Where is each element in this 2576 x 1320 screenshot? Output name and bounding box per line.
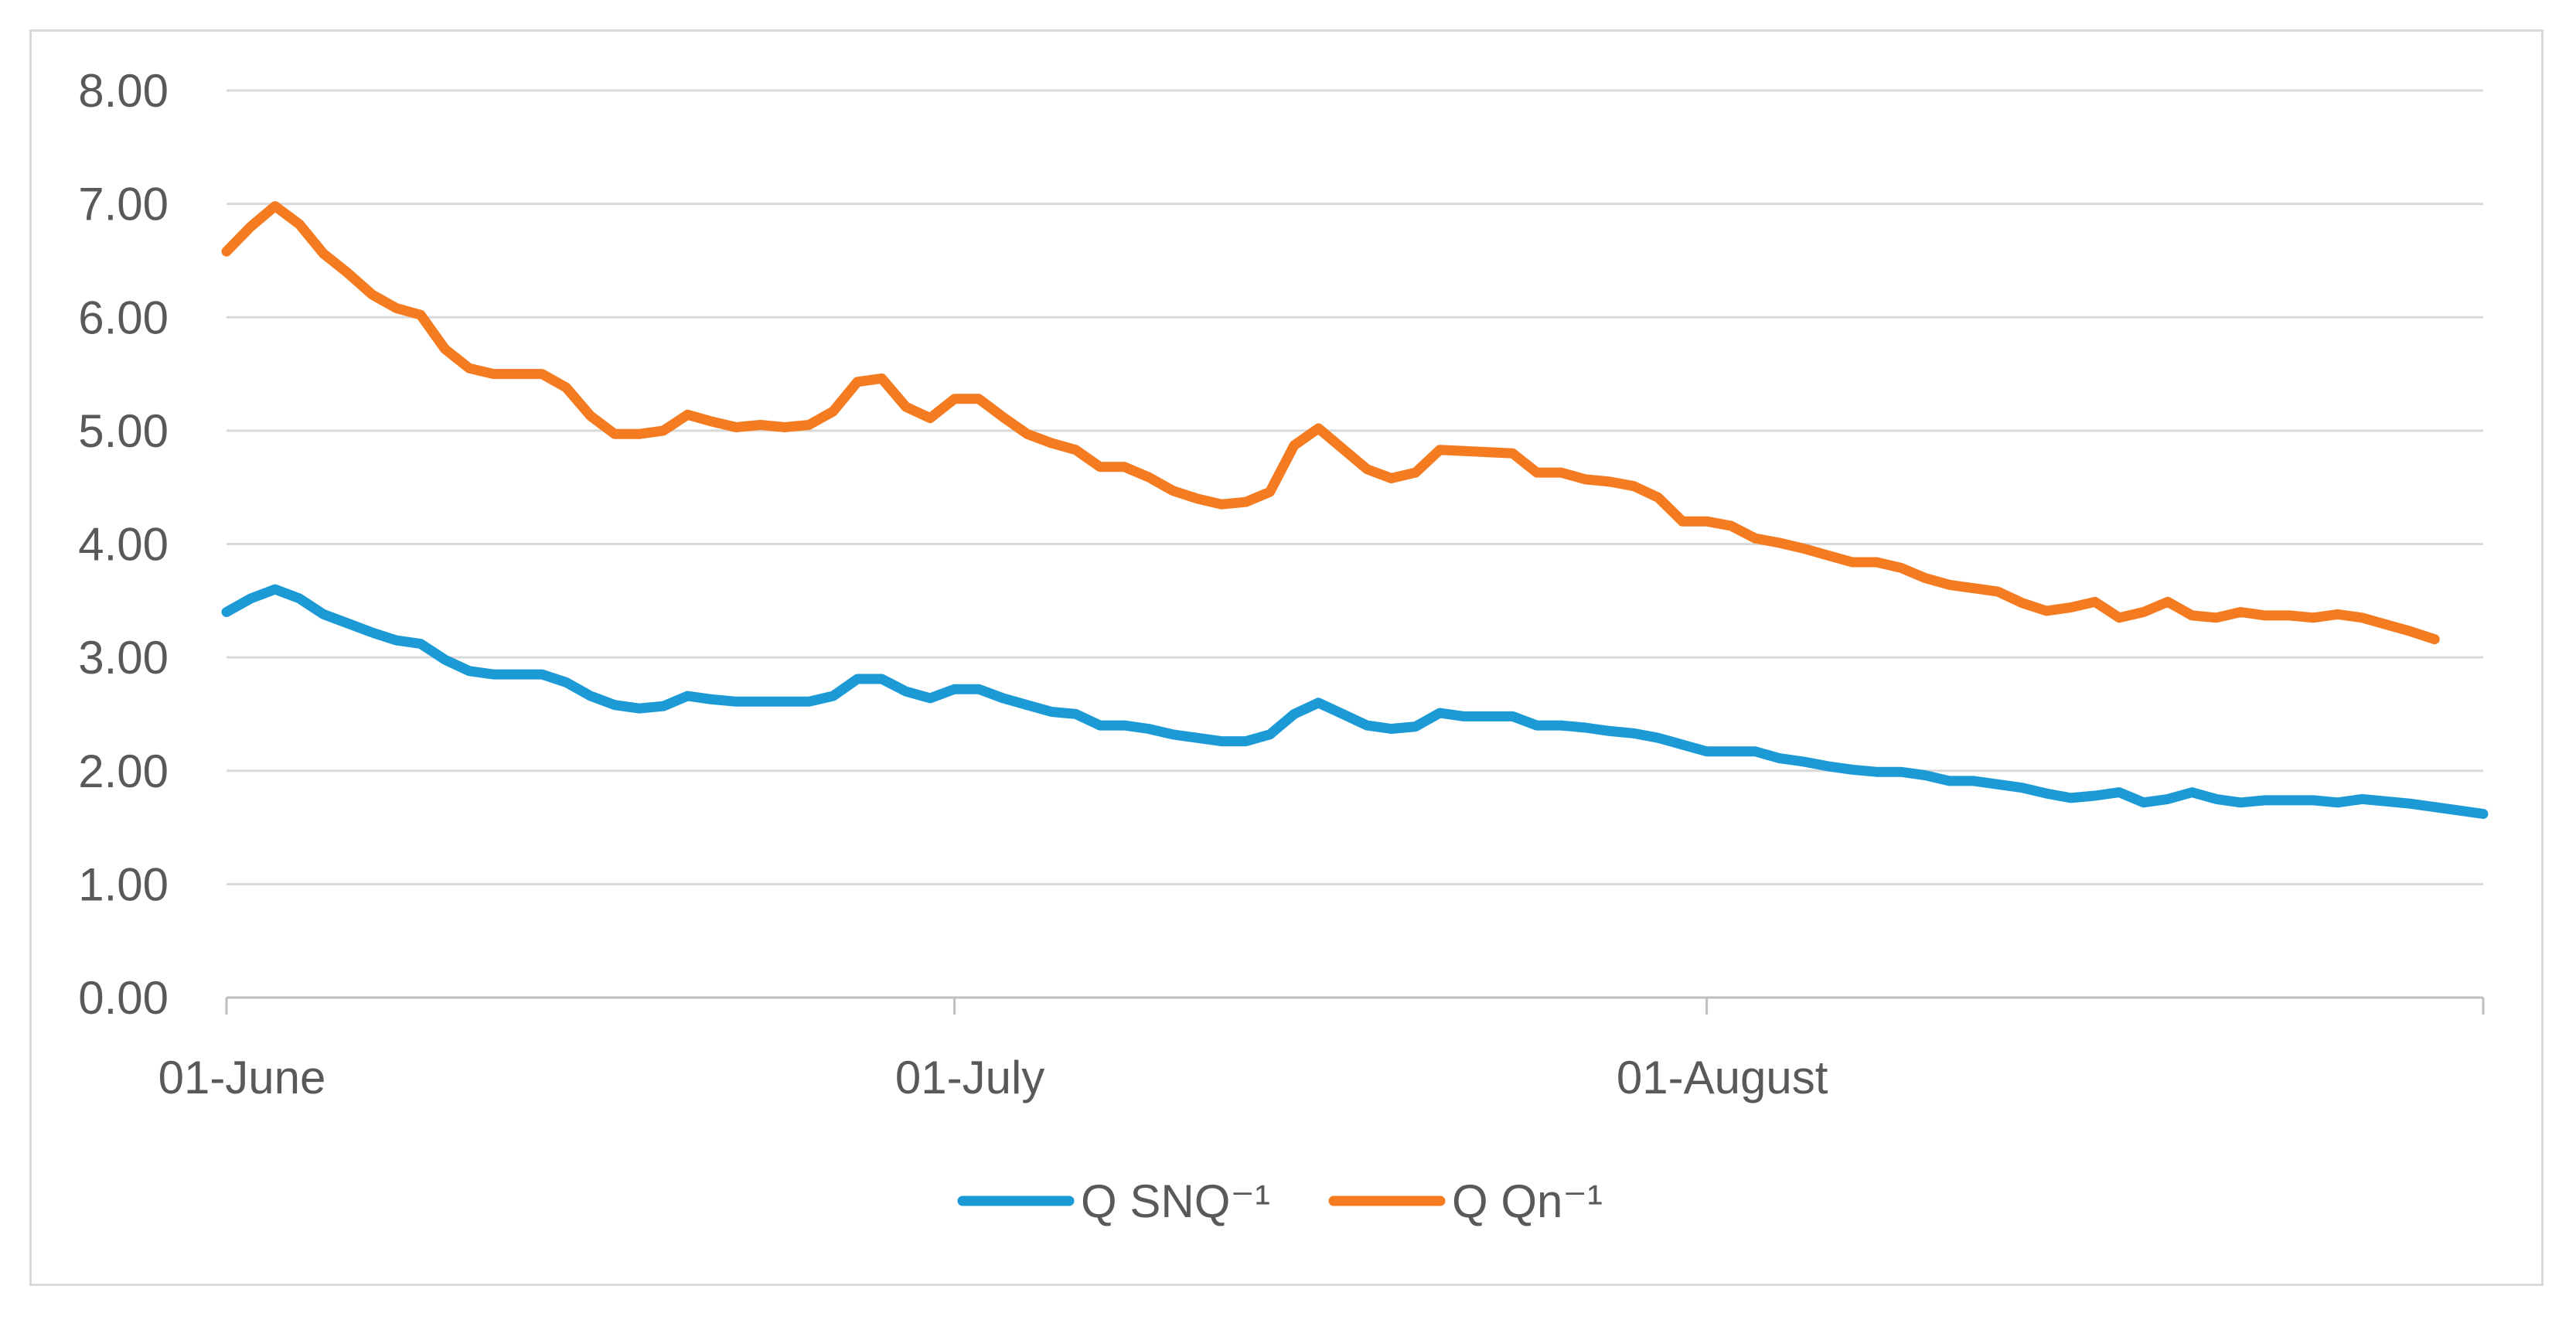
x-tick-label: 01-June — [158, 1052, 326, 1103]
x-tick-label: 01-August — [1617, 1052, 1828, 1103]
y-tick-label: 7.00 — [78, 179, 169, 230]
series-lines — [221, 201, 2489, 819]
series-line-0 — [221, 584, 2489, 819]
legend: Q SNQ⁻¹ Q Qn⁻¹ — [957, 1175, 1603, 1227]
y-tick-label: 2.00 — [78, 745, 169, 797]
y-tick-label: 5.00 — [78, 405, 169, 457]
y-tick-label: 3.00 — [78, 632, 169, 684]
legend-label: Q Qn⁻¹ — [1452, 1175, 1603, 1227]
series-line-1 — [221, 201, 2440, 645]
y-tick-label: 0.00 — [78, 972, 169, 1024]
gridlines — [227, 89, 2483, 885]
axes: 0.00 1.00 2.00 3.00 4.00 5.00 6.00 7.00 8.00 01-J… — [78, 65, 2485, 1103]
y-tick-label: 6.00 — [78, 292, 169, 343]
legend-label: Q SNQ⁻¹ — [1081, 1175, 1270, 1227]
x-tick-label: 01-July — [895, 1052, 1044, 1103]
y-tick-label: 8.00 — [78, 65, 169, 117]
y-tick-label: 1.00 — [78, 858, 169, 910]
y-tick-label: 4.00 — [78, 519, 169, 571]
